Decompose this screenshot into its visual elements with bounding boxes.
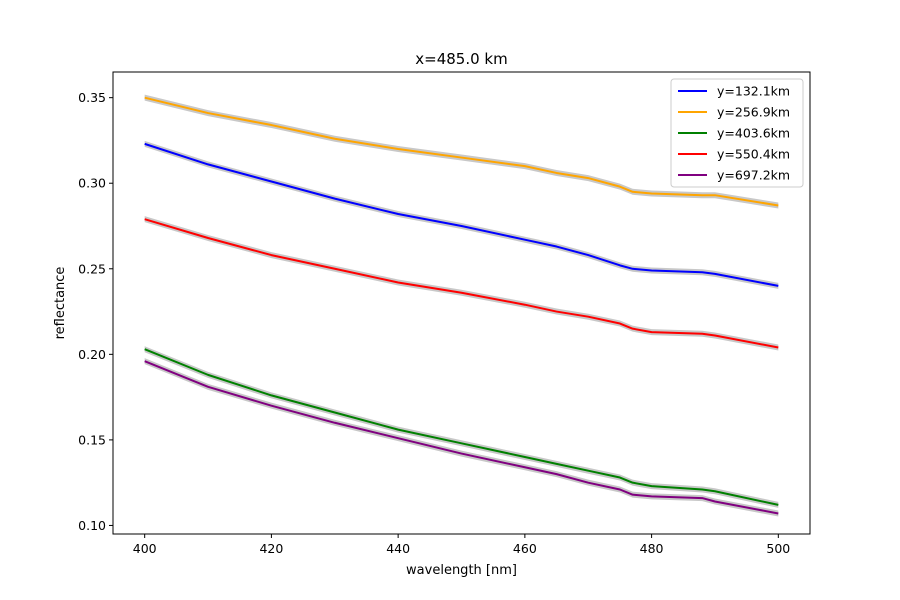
- x-tick-label: 420: [259, 541, 283, 556]
- y-axis-label: reflectance: [53, 267, 68, 340]
- chart-title: x=485.0 km: [415, 50, 507, 68]
- series-line: [144, 348, 779, 506]
- y-tick-label: 0.15: [78, 432, 106, 447]
- y-tick-label: 0.20: [78, 347, 106, 362]
- x-tick-label: 440: [386, 541, 410, 556]
- series-line: [144, 142, 779, 287]
- x-axis-ticks: 400 420 440 460 480 500: [133, 534, 790, 556]
- uncertainty-band: [144, 216, 779, 351]
- x-tick-label: 460: [513, 541, 537, 556]
- legend: y=132.1km y=256.9km y=403.6km y=550.4km y=69…: [670, 78, 804, 188]
- plot-frame: [112, 71, 811, 535]
- series-line: [144, 360, 779, 515]
- y-axis-ticks: 0.10 0.15 0.20 0.25 0.30 0.35: [78, 90, 113, 533]
- x-tick-label: 480: [640, 541, 664, 556]
- y-tick-label: 0.25: [78, 261, 106, 276]
- uncertainty-band: [144, 358, 779, 517]
- legend-entry: y=697.2km: [717, 168, 790, 183]
- uncertainty-band: [144, 346, 779, 508]
- series-lines: [144, 96, 779, 515]
- x-tick-label: 500: [766, 541, 790, 556]
- legend-box: [670, 78, 804, 188]
- uncertainty-band: [144, 94, 779, 209]
- series-line: [144, 96, 779, 207]
- y-tick-label: 0.30: [78, 176, 106, 191]
- x-axis-label: wavelength [nm]: [406, 563, 517, 578]
- y-tick-label: 0.10: [78, 518, 106, 533]
- legend-entry: y=132.1km: [717, 84, 790, 99]
- legend-entry: y=403.6km: [717, 126, 790, 141]
- series-line: [144, 218, 779, 349]
- y-tick-label: 0.35: [78, 90, 106, 105]
- legend-entry: y=256.9km: [717, 105, 790, 120]
- legend-entry: y=550.4km: [717, 147, 790, 162]
- x-tick-label: 400: [133, 541, 157, 556]
